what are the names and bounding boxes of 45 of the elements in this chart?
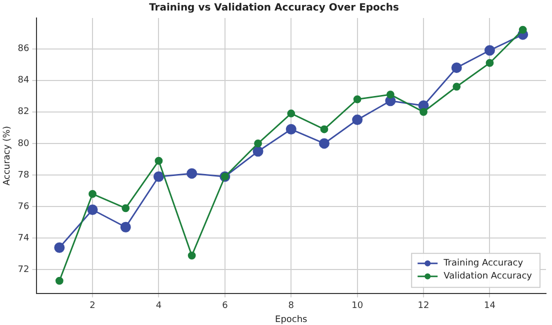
point — [353, 95, 362, 104]
point — [352, 114, 363, 126]
x-tick-label: 14 — [484, 301, 496, 312]
point — [153, 171, 164, 182]
point — [486, 59, 494, 67]
y-tick-label: 84 — [18, 76, 30, 86]
point — [55, 276, 64, 285]
point — [451, 62, 462, 73]
point — [252, 146, 264, 157]
point — [484, 45, 495, 56]
y-tick-label: 86 — [18, 44, 30, 54]
point — [254, 140, 262, 148]
point — [420, 108, 428, 116]
point — [318, 138, 330, 149]
x-tick-label: 8 — [288, 301, 294, 312]
x-tick-label: 2 — [90, 301, 96, 312]
y-tick-label: 78 — [18, 170, 30, 180]
legend-label: Training Accuracy — [442, 258, 524, 269]
point — [186, 168, 198, 179]
point — [54, 242, 65, 253]
x-tick-label: 12 — [418, 301, 430, 312]
point — [320, 125, 328, 134]
y-tick-label: 82 — [18, 107, 30, 118]
point — [122, 204, 130, 212]
x-tick-label: 10 — [352, 301, 364, 312]
point — [188, 252, 196, 260]
y-tick-label: 72 — [18, 265, 30, 276]
point — [386, 90, 394, 98]
point — [452, 82, 461, 91]
point — [154, 156, 163, 165]
y-tick-label: 80 — [18, 138, 30, 149]
x-tick-label: 4 — [156, 301, 162, 312]
point — [286, 124, 296, 135]
x-axis-title: Epochs — [275, 314, 308, 325]
point — [287, 110, 296, 118]
y-axis-title: Accuracy (%) — [2, 126, 13, 186]
legend-label: Validation Accuracy — [444, 272, 533, 282]
point — [88, 190, 96, 198]
y-tick-label: 74 — [18, 234, 30, 244]
x-tick-label: 6 — [222, 301, 228, 312]
y-tick-label: 76 — [18, 202, 30, 212]
chart-title: Training vs Validation Accuracy Over Epochs — [149, 2, 399, 14]
point — [518, 26, 527, 34]
point — [87, 204, 98, 216]
point — [120, 222, 131, 232]
